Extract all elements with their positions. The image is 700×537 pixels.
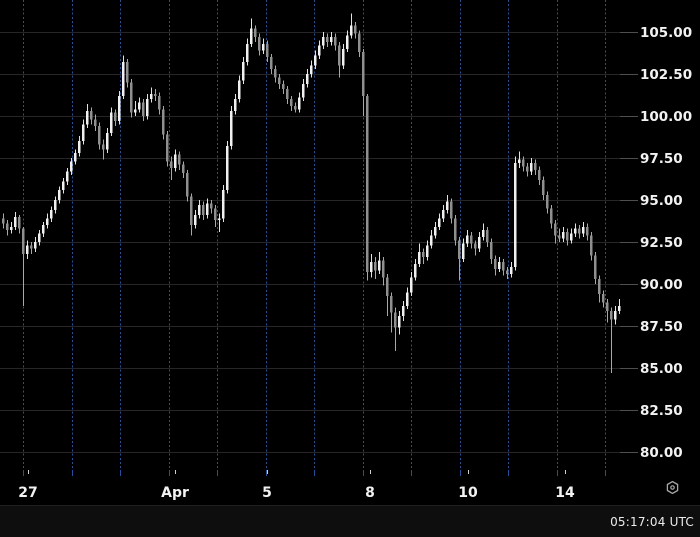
price-tick-label[interactable]: 102.50 (640, 67, 692, 83)
vertical-gridlines (23, 0, 606, 476)
price-tick-label[interactable]: 82.50 (640, 403, 683, 419)
price-tick-label[interactable]: 90.00 (640, 277, 683, 293)
status-bar: 05:17:04 UTC (0, 505, 700, 537)
gear-icon (666, 480, 678, 494)
price-chart-canvas[interactable]: 105.00 102.50 100.00 97.50 95.00 92.50 90.00 87… (0, 0, 700, 505)
axis-settings-button[interactable] (664, 479, 680, 495)
time-tick-label[interactable]: 14 (555, 485, 575, 501)
price-tick-label[interactable]: 95.00 (640, 193, 683, 209)
price-tick-label[interactable]: 80.00 (640, 445, 683, 461)
price-tick-label[interactable]: 85.00 (640, 361, 683, 377)
horizontal-gridlines (0, 32, 638, 453)
time-tick-label[interactable]: 8 (365, 485, 375, 501)
price-tick-label[interactable]: 92.50 (640, 235, 683, 251)
time-tick-label[interactable]: 10 (458, 485, 478, 501)
price-tick-label[interactable]: 87.50 (640, 319, 683, 335)
time-axis[interactable]: 27 Apr 5 8 10 14 (18, 470, 575, 501)
time-tick-label[interactable]: 27 (18, 485, 37, 501)
price-axis[interactable]: 105.00 102.50 100.00 97.50 95.00 92.50 90.00 87… (640, 25, 692, 461)
price-tick-label[interactable]: 105.00 (640, 25, 692, 41)
price-tick-label[interactable]: 100.00 (640, 109, 692, 125)
time-tick-label[interactable]: Apr (161, 485, 189, 501)
utc-clock[interactable]: 05:17:04 UTC (610, 514, 694, 529)
price-tick-label[interactable]: 97.50 (640, 151, 683, 167)
time-tick-label[interactable]: 5 (262, 485, 272, 501)
candlesticks (2, 13, 621, 374)
